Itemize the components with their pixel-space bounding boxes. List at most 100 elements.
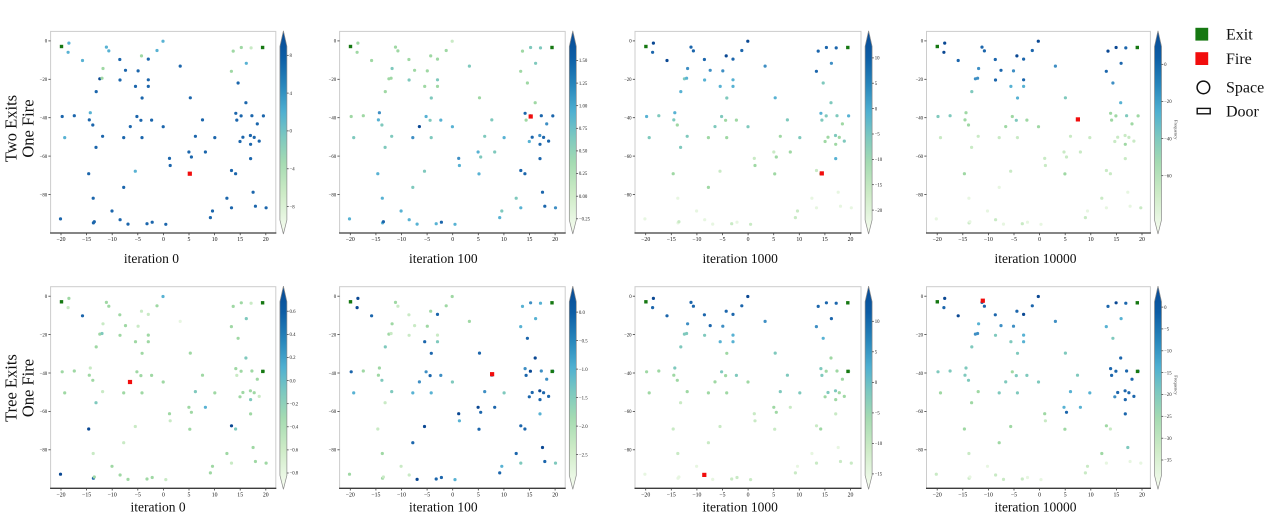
svg-text:−10: −10	[1164, 350, 1172, 355]
svg-text:iteration 10000: iteration 10000	[994, 251, 1076, 266]
svg-text:15: 15	[1114, 237, 1120, 243]
svg-text:−10: −10	[692, 237, 701, 243]
svg-text:0: 0	[747, 237, 750, 243]
svg-text:0.6: 0.6	[290, 310, 297, 315]
svg-text:−80: −80	[916, 193, 924, 198]
svg-text:15: 15	[527, 237, 533, 243]
svg-text:−40: −40	[1164, 137, 1172, 142]
svg-text:−80: −80	[329, 449, 337, 454]
svg-text:Space: Space	[1226, 80, 1264, 97]
svg-text:−10: −10	[108, 237, 117, 243]
svg-text:1.50: 1.50	[579, 59, 588, 64]
svg-text:0: 0	[875, 107, 878, 112]
svg-text:5: 5	[188, 237, 191, 243]
svg-text:−8: −8	[290, 205, 296, 210]
svg-text:−40: −40	[624, 117, 632, 122]
svg-text:−10: −10	[984, 237, 993, 243]
svg-text:−2.5: −2.5	[579, 453, 588, 458]
svg-text:−60: −60	[40, 410, 48, 415]
svg-text:Door: Door	[1226, 103, 1260, 120]
svg-text:−15: −15	[875, 183, 883, 188]
svg-text:−15: −15	[958, 237, 967, 243]
svg-text:5: 5	[772, 237, 775, 243]
svg-text:−80: −80	[40, 449, 48, 454]
svg-text:15: 15	[1114, 493, 1120, 499]
svg-text:−20: −20	[641, 493, 650, 499]
svg-text:0.50: 0.50	[579, 150, 588, 155]
svg-text:−0.6: −0.6	[290, 449, 299, 454]
svg-text:0.00: 0.00	[579, 195, 588, 200]
svg-text:One Fire: One Fire	[19, 99, 38, 157]
svg-text:−20: −20	[624, 78, 632, 83]
svg-text:15: 15	[237, 493, 243, 499]
svg-text:−5: −5	[875, 412, 881, 417]
svg-text:−60: −60	[329, 410, 337, 415]
svg-text:0.4: 0.4	[290, 333, 297, 338]
svg-text:0: 0	[451, 493, 454, 499]
svg-text:0.75: 0.75	[579, 127, 588, 132]
svg-text:−20: −20	[916, 333, 924, 338]
svg-text:Fire: Fire	[1226, 51, 1252, 68]
svg-text:−20: −20	[329, 78, 337, 83]
svg-text:5: 5	[477, 493, 480, 499]
svg-text:−5: −5	[1011, 493, 1017, 499]
svg-text:10: 10	[875, 57, 880, 62]
svg-text:0: 0	[451, 237, 454, 243]
svg-text:−0.8: −0.8	[290, 472, 299, 477]
svg-text:−25: −25	[1164, 415, 1172, 420]
svg-text:−20: −20	[916, 78, 924, 83]
svg-text:5: 5	[875, 82, 878, 87]
svg-text:−2.0: −2.0	[579, 425, 588, 430]
svg-text:10: 10	[212, 237, 218, 243]
svg-text:0: 0	[162, 237, 165, 243]
svg-text:10: 10	[875, 320, 880, 325]
svg-text:20: 20	[1139, 237, 1145, 243]
svg-text:iteration 0: iteration 0	[131, 500, 186, 515]
svg-text:0: 0	[921, 40, 924, 45]
svg-text:0.0: 0.0	[290, 379, 297, 384]
svg-text:−10: −10	[692, 493, 701, 499]
svg-text:−0.25: −0.25	[579, 218, 591, 223]
svg-text:−20: −20	[641, 237, 650, 243]
svg-text:iteration 1000: iteration 1000	[703, 500, 779, 515]
svg-text:−5: −5	[1011, 237, 1017, 243]
svg-text:−40: −40	[916, 372, 924, 377]
svg-text:iteration 100: iteration 100	[409, 251, 478, 266]
svg-text:0: 0	[629, 40, 632, 45]
svg-text:−20: −20	[40, 333, 48, 338]
svg-text:5: 5	[875, 351, 878, 356]
svg-text:−5: −5	[875, 133, 881, 138]
svg-text:5: 5	[1064, 493, 1067, 499]
svg-text:−20: −20	[346, 493, 355, 499]
svg-text:−20: −20	[933, 237, 942, 243]
svg-text:iteration 100: iteration 100	[409, 500, 478, 515]
svg-text:−60: −60	[624, 410, 632, 415]
svg-text:1.00: 1.00	[579, 104, 588, 109]
svg-text:0: 0	[290, 130, 293, 135]
svg-text:0.0: 0.0	[579, 311, 586, 316]
svg-text:−80: −80	[40, 193, 48, 198]
svg-text:20: 20	[552, 493, 558, 499]
svg-text:−40: −40	[329, 372, 337, 377]
svg-text:Exit: Exit	[1226, 27, 1253, 44]
svg-text:15: 15	[822, 237, 828, 243]
svg-text:15: 15	[237, 237, 243, 243]
svg-text:−40: −40	[624, 372, 632, 377]
svg-text:−40: −40	[40, 372, 48, 377]
svg-text:−5: −5	[719, 493, 725, 499]
svg-text:iteration 10000: iteration 10000	[994, 500, 1076, 515]
svg-text:−40: −40	[40, 117, 48, 122]
svg-text:−15: −15	[82, 237, 91, 243]
svg-text:0: 0	[747, 493, 750, 499]
svg-text:−20: −20	[1164, 393, 1172, 398]
svg-text:−60: −60	[1164, 174, 1172, 179]
svg-text:−1.0: −1.0	[579, 368, 588, 373]
svg-text:−20: −20	[933, 493, 942, 499]
svg-text:−5: −5	[1164, 328, 1170, 333]
svg-text:10: 10	[796, 493, 802, 499]
svg-text:15: 15	[822, 493, 828, 499]
svg-text:−15: −15	[1164, 371, 1172, 376]
svg-text:0.2: 0.2	[290, 356, 297, 361]
svg-text:0: 0	[1164, 63, 1167, 68]
svg-text:−80: −80	[329, 193, 337, 198]
